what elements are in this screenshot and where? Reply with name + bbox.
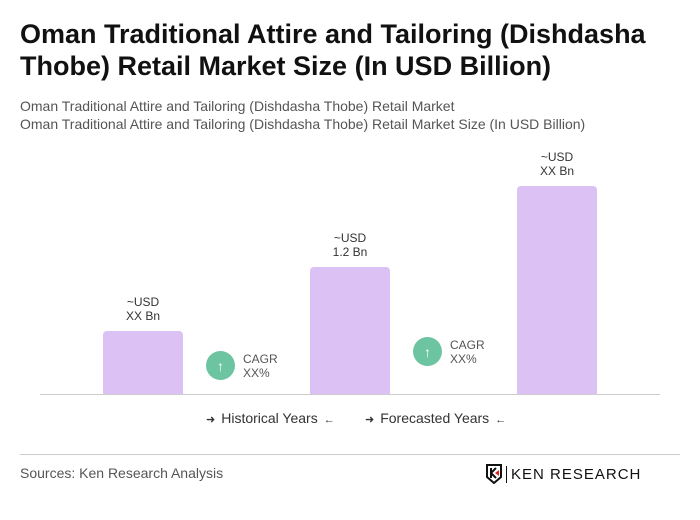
logo-icon [486, 464, 502, 484]
bar-label-line: XX Bn [125, 308, 161, 323]
bar-label-line: 1.2 Bn [332, 245, 368, 260]
cagr-label: CAGR [243, 351, 278, 366]
chart-title: Oman Traditional Attire and Tailoring (D… [20, 19, 646, 81]
subtitle-2: Oman Traditional Attire and Tailoring (D… [20, 116, 586, 132]
arrow-up-icon: ↑ [206, 351, 235, 380]
bar-label-line: ~USD [333, 231, 367, 246]
arrow-left-icon: ← [323, 414, 335, 426]
arrow-up-icon: ↑ [413, 337, 442, 366]
cagr-badge-2: ↑ CAGR XX% [413, 337, 485, 366]
bar-1 [103, 330, 183, 394]
bar-label-line: ~USD [540, 150, 574, 164]
bar-label-line: XX Bn [539, 164, 575, 178]
cagr-value: XX% [450, 351, 477, 366]
legend-label: Forecasted Years [380, 410, 490, 426]
bar-label-line: ~USD [126, 294, 160, 309]
cagr-badge-1: ↑ CAGR XX% [206, 351, 278, 380]
bar-label: ~USD XX Bn [507, 150, 607, 178]
bar-label: ~USD 1.2 Bn [300, 231, 400, 259]
arrow-right-icon: ➜ [206, 414, 216, 426]
arrow-left-icon: ← [495, 414, 507, 426]
source-text: Sources: Ken Research Analysis [20, 465, 224, 481]
legend-historical: ➜ Historical Years ← [200, 410, 341, 426]
cagr-value: XX% [243, 365, 270, 380]
logo-text: KEN RESEARCH [506, 465, 641, 483]
subtitle: Oman Traditional Attire and Tailoring (D… [20, 98, 455, 114]
bar-2 [310, 267, 390, 394]
arrow-right-icon: ➜ [365, 414, 375, 426]
divider [20, 454, 680, 455]
bar-label: ~USD XX Bn [93, 295, 193, 323]
x-axis [40, 394, 660, 395]
cagr-label: CAGR [450, 337, 485, 352]
legend-forecast: ➜ Forecasted Years ← [359, 410, 512, 426]
legend-label: Historical Years [221, 410, 318, 426]
ken-research-logo: KEN RESEARCH [486, 464, 641, 484]
bar-3 [517, 186, 597, 394]
